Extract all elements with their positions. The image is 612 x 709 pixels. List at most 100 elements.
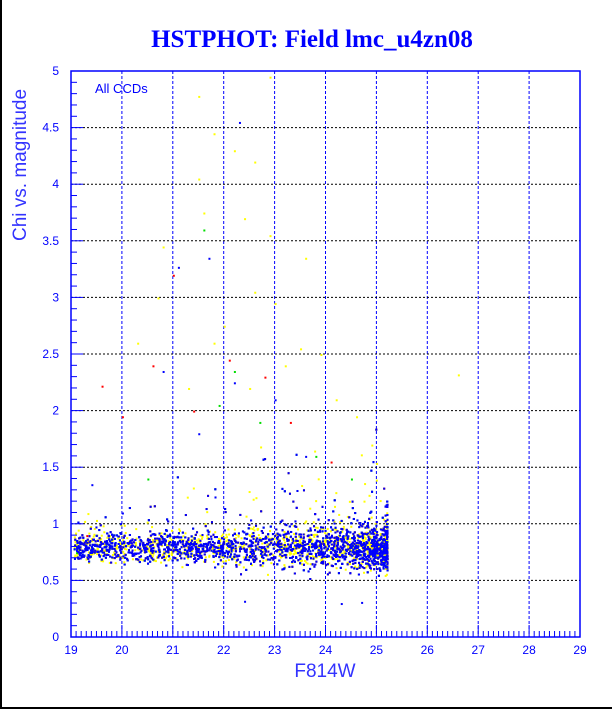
data-point (262, 546, 265, 549)
data-point (90, 526, 93, 529)
data-point (93, 552, 96, 555)
data-point (386, 542, 389, 545)
data-point (180, 538, 183, 541)
data-point (82, 543, 85, 546)
data-point (213, 545, 216, 548)
data-point (368, 543, 371, 546)
data-point (74, 538, 77, 541)
data-point (193, 410, 196, 413)
data-point (144, 551, 147, 554)
data-point (382, 548, 385, 551)
data-point (265, 554, 268, 557)
data-point (226, 546, 229, 549)
data-point (386, 518, 389, 521)
data-point (352, 562, 355, 565)
data-point (170, 529, 173, 532)
data-point (309, 537, 312, 540)
data-point (324, 542, 327, 545)
data-point (287, 532, 290, 535)
data-point (108, 561, 111, 564)
data-point (152, 365, 155, 368)
data-point (112, 535, 115, 538)
data-point (348, 516, 351, 519)
data-point (367, 558, 370, 561)
data-point (94, 549, 97, 552)
data-point (160, 532, 163, 535)
data-point (182, 535, 185, 538)
data-point (369, 564, 372, 567)
data-point (294, 541, 297, 544)
data-point (364, 538, 367, 541)
data-point (354, 549, 357, 552)
data-point (217, 544, 220, 547)
data-point (73, 536, 76, 539)
data-point (298, 543, 301, 546)
data-point (334, 505, 337, 508)
data-point (126, 542, 129, 545)
data-point (298, 546, 301, 549)
data-point (120, 524, 123, 527)
data-point (170, 552, 173, 555)
data-point (334, 546, 337, 549)
data-point (281, 547, 284, 550)
data-point (226, 556, 229, 559)
data-point (342, 540, 345, 543)
data-point (195, 553, 198, 556)
data-point (138, 540, 141, 543)
data-point (347, 545, 350, 548)
data-point (259, 560, 262, 563)
data-point (74, 554, 77, 557)
data-point (309, 507, 312, 510)
data-point (222, 556, 225, 559)
data-point (351, 542, 354, 545)
data-point (227, 528, 230, 531)
data-point (261, 542, 264, 545)
data-point (157, 550, 160, 553)
data-point (277, 550, 280, 553)
data-point (288, 552, 291, 555)
data-point (326, 573, 329, 576)
data-point (273, 546, 276, 549)
data-point (213, 549, 216, 552)
data-point (346, 539, 349, 542)
data-point (289, 550, 292, 553)
data-point (368, 536, 371, 539)
data-point (261, 557, 264, 560)
data-point (260, 530, 263, 533)
data-point (77, 529, 80, 532)
data-point (270, 562, 273, 565)
data-point (224, 559, 227, 562)
data-point (265, 558, 268, 561)
data-point (344, 544, 347, 547)
data-point (207, 542, 210, 545)
data-point (157, 546, 160, 549)
data-point (384, 567, 387, 570)
data-point (212, 552, 215, 555)
data-point (235, 559, 238, 562)
data-point (218, 542, 221, 545)
data-point (350, 525, 353, 528)
data-point (227, 558, 230, 561)
data-point (249, 387, 252, 390)
data-point (361, 539, 364, 542)
data-point (326, 544, 329, 547)
data-point (97, 544, 100, 547)
data-point (381, 548, 384, 551)
data-point (197, 539, 200, 542)
data-point (334, 553, 337, 556)
data-point (317, 551, 320, 554)
data-point (149, 534, 152, 537)
data-point (377, 554, 380, 557)
data-point (302, 563, 305, 566)
data-point (118, 553, 121, 556)
data-point (351, 500, 354, 503)
data-point (317, 478, 320, 481)
data-point (322, 557, 325, 560)
data-point (325, 534, 328, 537)
data-point (84, 520, 87, 523)
data-point (227, 540, 230, 543)
data-point (219, 538, 222, 541)
data-point (113, 551, 116, 554)
data-point (333, 520, 336, 523)
data-point (218, 552, 221, 555)
